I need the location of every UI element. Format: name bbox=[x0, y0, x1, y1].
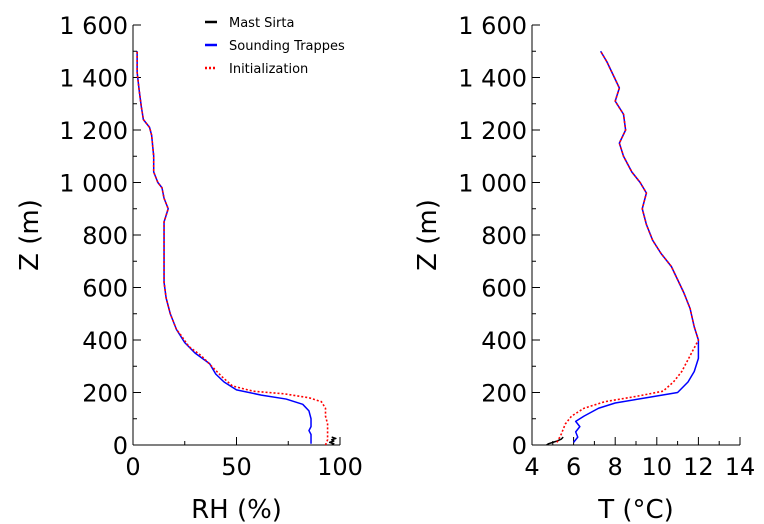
y-tick-label: 1 400 bbox=[458, 65, 527, 93]
series-line-sounding-trappes bbox=[573, 50, 700, 443]
y-tick-label: 0 bbox=[512, 432, 527, 460]
x-tick-label: 14 bbox=[725, 453, 756, 481]
y-tick-label: 1 600 bbox=[59, 12, 128, 40]
y-tick-label: 1 200 bbox=[59, 117, 128, 145]
temperature-panel: 0 200 400 600 800 1 000 1 200 1 400 1 600 4 6 8 10 12… bbox=[413, 12, 755, 524]
rh-panel: 0 200 400 600 800 1 000 1 200 1 400 1 600 0 50 100 R… bbox=[15, 12, 363, 524]
x-axis-label: RH (%) bbox=[191, 495, 282, 524]
y-tick-label: 1 200 bbox=[458, 117, 527, 145]
x-axis-label: T (°C) bbox=[597, 495, 674, 524]
y-tick-label: 200 bbox=[481, 380, 527, 408]
y-tick-label: 600 bbox=[82, 275, 128, 303]
legend-entry: Mast Sirta bbox=[229, 16, 294, 31]
legend-entry: Sounding Trappes bbox=[229, 39, 345, 54]
x-tick-label: 100 bbox=[317, 453, 363, 481]
legend: Mast Sirta Sounding Trappes Initialization bbox=[205, 16, 345, 77]
series-line-sounding-trappes bbox=[136, 51, 312, 444]
x-tick-label: 8 bbox=[608, 453, 623, 481]
y-tick-label: 600 bbox=[481, 275, 527, 303]
y-tick-label: 1 000 bbox=[59, 170, 128, 198]
y-tick-label: 200 bbox=[82, 380, 128, 408]
x-tick-label: 10 bbox=[642, 453, 673, 481]
y-tick-label: 400 bbox=[481, 327, 527, 355]
series-line-mast-sirta bbox=[328, 436, 337, 446]
x-tick-label: 0 bbox=[125, 453, 140, 481]
y-tick-label: 800 bbox=[82, 222, 128, 250]
y-axis-label: Z (m) bbox=[15, 199, 45, 271]
x-tick-label: 12 bbox=[683, 453, 714, 481]
y-tick-label: 0 bbox=[113, 432, 128, 460]
y-tick-label: 1 400 bbox=[59, 65, 128, 93]
y-tick-label: 1 600 bbox=[458, 12, 527, 40]
y-tick-label: 800 bbox=[481, 222, 527, 250]
y-axis-label: Z (m) bbox=[413, 199, 443, 271]
series-line-initialization bbox=[556, 50, 700, 443]
x-tick-label: 50 bbox=[221, 453, 252, 481]
y-tick-label: 400 bbox=[82, 327, 128, 355]
series-line-initialization bbox=[136, 51, 329, 446]
x-tick-label: 4 bbox=[524, 453, 539, 481]
legend-entry: Initialization bbox=[229, 62, 308, 77]
series-line-mast-sirta bbox=[546, 436, 564, 446]
y-tick-label: 1 000 bbox=[458, 170, 527, 198]
x-tick-label: 6 bbox=[566, 453, 581, 481]
